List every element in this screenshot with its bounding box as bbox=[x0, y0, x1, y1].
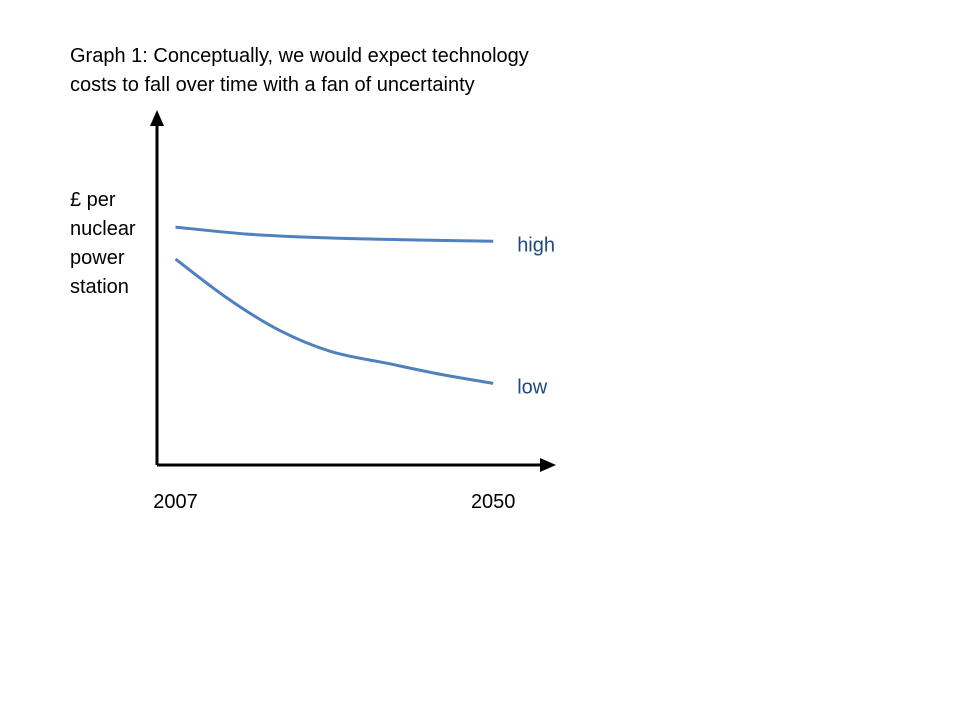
y-axis-label-line-3: power bbox=[70, 247, 125, 269]
series-line-high bbox=[175, 225, 494, 243]
series-layer: high low bbox=[174, 225, 555, 398]
x-tick-labels: 2007 2050 bbox=[153, 491, 515, 513]
y-axis-label-line-4: station bbox=[70, 276, 129, 298]
y-axis-label-line-2: nuclear bbox=[70, 218, 136, 240]
series-label-high: high bbox=[517, 234, 555, 256]
x-tick-label-2050: 2050 bbox=[471, 491, 516, 513]
y-axis-label-line-1: £ per bbox=[70, 189, 116, 211]
chart-title-line-1: Graph 1: Conceptually, we would expect t… bbox=[70, 45, 529, 67]
y-axis-arrow-icon bbox=[150, 110, 164, 126]
x-axis-arrow-icon bbox=[540, 458, 556, 472]
chart-axes bbox=[150, 110, 556, 472]
x-tick-label-2007: 2007 bbox=[153, 491, 198, 513]
series-line-low bbox=[174, 257, 494, 385]
chart-title-line-2: costs to fall over time with a fan of un… bbox=[70, 74, 475, 96]
series-label-low: low bbox=[517, 376, 548, 398]
